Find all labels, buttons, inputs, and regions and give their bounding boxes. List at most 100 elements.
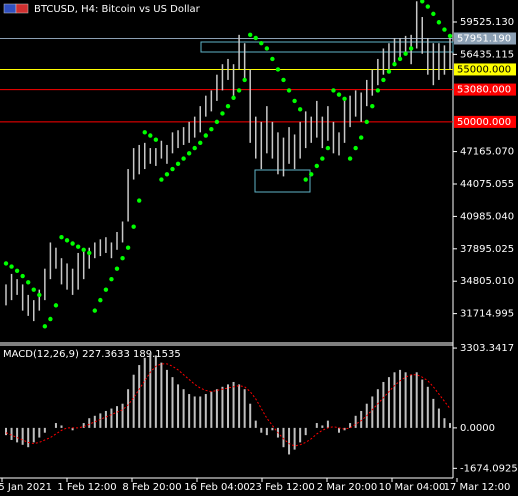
- macd-bar: [54, 423, 57, 428]
- macd-bar: [132, 374, 135, 428]
- sar-dot: [236, 88, 242, 93]
- macd-bar: [338, 427, 340, 433]
- sar-dot: [309, 172, 314, 177]
- y-tick-label: 44075.055: [460, 179, 514, 190]
- flag-icon: [3, 3, 17, 14]
- macd-bar: [177, 384, 180, 428]
- sar-dot: [253, 35, 258, 41]
- sar-dot: [242, 77, 247, 83]
- y-tick-label: 59525.130: [460, 17, 514, 28]
- sar-dot: [209, 127, 214, 132]
- sar-dot: [408, 46, 414, 51]
- macd-bar: [110, 408, 113, 428]
- sar-dot: [42, 324, 48, 329]
- sar-dot: [53, 303, 59, 308]
- sar-dot: [20, 273, 25, 279]
- sar-dot: [192, 145, 197, 151]
- level-label-box: [454, 32, 516, 45]
- time-label: 23 Feb 12:00: [249, 482, 315, 493]
- sar-dot: [109, 276, 114, 282]
- macd-bar: [215, 389, 218, 428]
- macd-bar: [143, 357, 146, 428]
- time-label: 8 Feb 20:00: [122, 482, 181, 493]
- macd-bar: [254, 420, 257, 428]
- level-label-box: [454, 63, 516, 76]
- sar-dot: [248, 32, 253, 38]
- sar-dot: [70, 241, 75, 246]
- flag-icon: [15, 3, 29, 14]
- level-label-box: [454, 83, 516, 96]
- sar-dot: [359, 135, 364, 140]
- drawn-rectangle: [254, 169, 311, 193]
- sar-dot: [92, 308, 98, 313]
- macd-bar: [404, 372, 407, 428]
- sar-dot: [220, 111, 225, 116]
- sar-dot: [442, 27, 447, 32]
- macd-bar: [221, 386, 224, 428]
- sar-dot: [425, 4, 430, 9]
- sar-dot: [26, 280, 31, 285]
- y-tick-label: 37895.025: [460, 244, 514, 255]
- level-label: 53080.000: [457, 85, 511, 96]
- macd-bar: [288, 427, 291, 455]
- sar-dot: [264, 46, 270, 51]
- macd-bar: [10, 427, 13, 440]
- macd-bar: [299, 427, 302, 443]
- sar-dot: [198, 140, 203, 146]
- macd-bar: [5, 427, 7, 436]
- y-tick-label: 40985.040: [460, 211, 514, 222]
- macd-bar: [227, 384, 229, 428]
- sar-dot: [103, 287, 109, 292]
- macd-bar: [382, 381, 385, 428]
- sar-dot: [225, 103, 231, 109]
- sar-dot: [170, 166, 175, 172]
- macd-bar: [349, 423, 352, 428]
- sar-dot: [270, 56, 275, 62]
- sar-dot: [59, 235, 64, 240]
- time-label: 25 Jan 2021: [0, 482, 52, 493]
- sar-dot: [286, 88, 292, 93]
- sar-dot: [297, 107, 303, 112]
- sar-dot: [420, 0, 425, 4]
- sar-dot: [281, 77, 286, 83]
- sar-dot: [214, 119, 220, 125]
- sar-dot: [364, 119, 369, 125]
- sar-dot: [75, 244, 81, 249]
- macd-bar: [99, 413, 102, 428]
- sar-dot: [131, 224, 136, 229]
- macd-bar: [304, 427, 307, 436]
- macd-bar: [71, 427, 74, 431]
- sar-dot: [114, 266, 120, 271]
- sar-dot: [397, 56, 403, 62]
- time-label: 10 Mar 04:00: [379, 482, 446, 493]
- sar-dot: [370, 103, 375, 109]
- macd-bar: [210, 391, 213, 428]
- sar-dot: [325, 145, 331, 151]
- macd-bar: [443, 418, 446, 428]
- macd-bar: [243, 389, 246, 428]
- macd-bar: [449, 423, 451, 428]
- y-tick-label: 56435.115: [460, 49, 514, 60]
- macd-bar: [399, 369, 402, 428]
- y-tick-label: 34805.010: [460, 276, 514, 287]
- level-label-box: [454, 115, 516, 128]
- macd-bar: [249, 403, 252, 428]
- macd-bar: [282, 427, 285, 448]
- sar-dot: [403, 51, 408, 56]
- sar-dot: [347, 156, 353, 161]
- macd-bar: [16, 427, 19, 443]
- sar-dot: [153, 137, 159, 142]
- time-label: 16 Feb 04:00: [184, 482, 250, 493]
- sar-dot: [331, 88, 336, 93]
- macd-bar: [160, 362, 163, 428]
- sar-dot: [342, 96, 347, 102]
- sar-dot: [159, 177, 164, 182]
- y-tick-label: 47165.070: [460, 147, 514, 158]
- macd-title: MACD(12,26,9) 227.3633 189.1535: [3, 349, 181, 360]
- macd-bar: [238, 384, 241, 428]
- sar-dot: [392, 62, 397, 67]
- macd-bar: [199, 396, 202, 428]
- sar-dot: [203, 133, 208, 138]
